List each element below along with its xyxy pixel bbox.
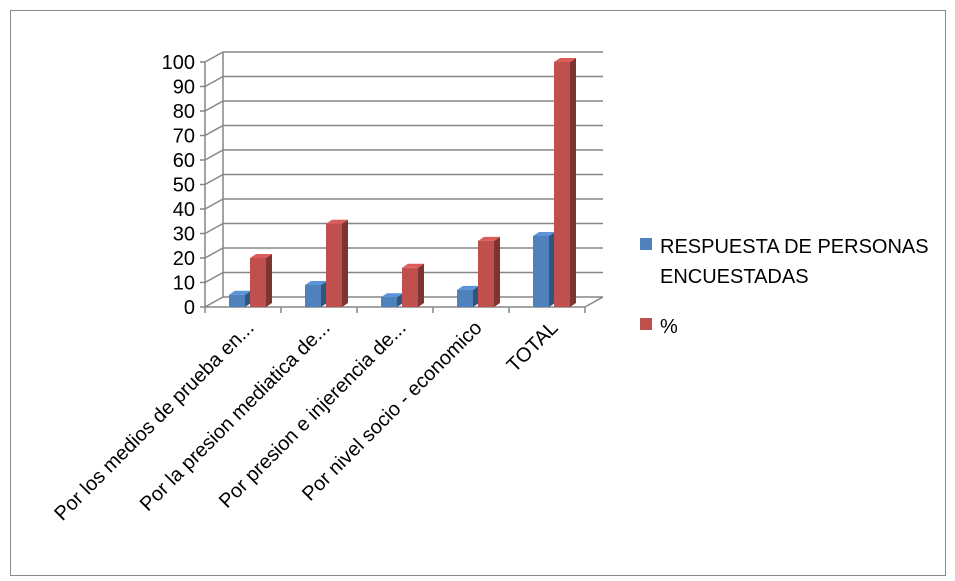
bar-top xyxy=(533,231,555,236)
gridline-depth xyxy=(204,100,224,112)
bar-side xyxy=(397,293,403,307)
bar-top xyxy=(305,280,327,285)
bars xyxy=(229,58,576,307)
bar-side xyxy=(473,285,479,307)
bar-top xyxy=(250,254,272,258)
x-tick-labels: Por los medios de prueba en...Por la pre… xyxy=(50,317,562,525)
bar-top xyxy=(457,285,479,290)
y-tick-label: 50 xyxy=(173,175,195,197)
gridline-depth xyxy=(204,124,224,137)
gridline-depth xyxy=(204,296,224,308)
bar-side xyxy=(245,290,251,307)
gridline-depth xyxy=(204,51,224,63)
bar-side xyxy=(342,219,348,307)
legend-swatch-red xyxy=(640,318,652,330)
bar-front xyxy=(478,240,494,307)
bar-top xyxy=(402,263,424,268)
x-tick-label: TOTAL xyxy=(503,317,563,377)
y-tick-label: 40 xyxy=(173,199,195,221)
bar-top xyxy=(229,290,251,295)
bar-percent xyxy=(326,219,348,307)
y-tick-label: 0 xyxy=(184,297,195,319)
gridline-depth xyxy=(204,222,224,235)
bar-respuesta xyxy=(229,290,251,307)
legend-item-percent: % xyxy=(640,312,950,342)
gridline-depth xyxy=(204,173,224,186)
bar-percent xyxy=(478,236,500,307)
bar-respuesta xyxy=(381,293,403,307)
bar-top xyxy=(326,219,348,224)
legend: RESPUESTA DE PERSONAS ENCUESTADAS % xyxy=(640,232,950,362)
y-tick-label: 70 xyxy=(173,126,195,148)
gridline-depth xyxy=(204,271,224,284)
y-tick-label: 10 xyxy=(173,273,195,295)
bar-front xyxy=(402,267,418,307)
gridline-depth xyxy=(204,149,224,161)
bar-side xyxy=(494,236,500,307)
bar-top xyxy=(478,236,500,241)
bar-side xyxy=(549,231,555,307)
bar-front xyxy=(250,258,266,307)
y-tick-label: 100 xyxy=(162,52,195,74)
y-tick-label: 20 xyxy=(173,248,195,270)
legend-swatch-blue xyxy=(640,238,652,250)
floor-edge xyxy=(584,296,604,308)
bar-front xyxy=(457,289,473,307)
legend-item-respuesta: RESPUESTA DE PERSONAS ENCUESTADAS xyxy=(640,232,950,292)
bar-front xyxy=(326,223,342,307)
bar-side xyxy=(570,58,576,307)
bar-front xyxy=(305,284,321,307)
bar-front xyxy=(533,235,549,307)
y-tick-label: 90 xyxy=(173,77,195,99)
bar-percent xyxy=(402,263,424,307)
bar-top xyxy=(381,293,403,298)
gridline-depth xyxy=(204,75,224,88)
bar-top xyxy=(554,58,576,62)
bar-respuesta xyxy=(533,231,555,307)
bar-percent xyxy=(250,254,272,307)
bar-side xyxy=(418,263,424,307)
bar-side xyxy=(266,254,272,307)
bar-front xyxy=(381,297,397,307)
bar-front xyxy=(229,294,245,307)
bar-front xyxy=(554,62,570,307)
gridline-depth xyxy=(204,198,224,210)
legend-label: RESPUESTA DE PERSONAS ENCUESTADAS xyxy=(660,236,929,288)
bar-respuesta xyxy=(457,285,479,307)
bar-percent xyxy=(554,58,576,307)
y-tick-label: 30 xyxy=(173,224,195,246)
y-tick-label: 60 xyxy=(173,150,195,172)
legend-label: % xyxy=(660,316,678,338)
gridline-depth xyxy=(204,247,224,259)
bar-respuesta xyxy=(305,280,327,307)
y-tick-label: 80 xyxy=(173,101,195,123)
bar-side xyxy=(321,280,327,307)
